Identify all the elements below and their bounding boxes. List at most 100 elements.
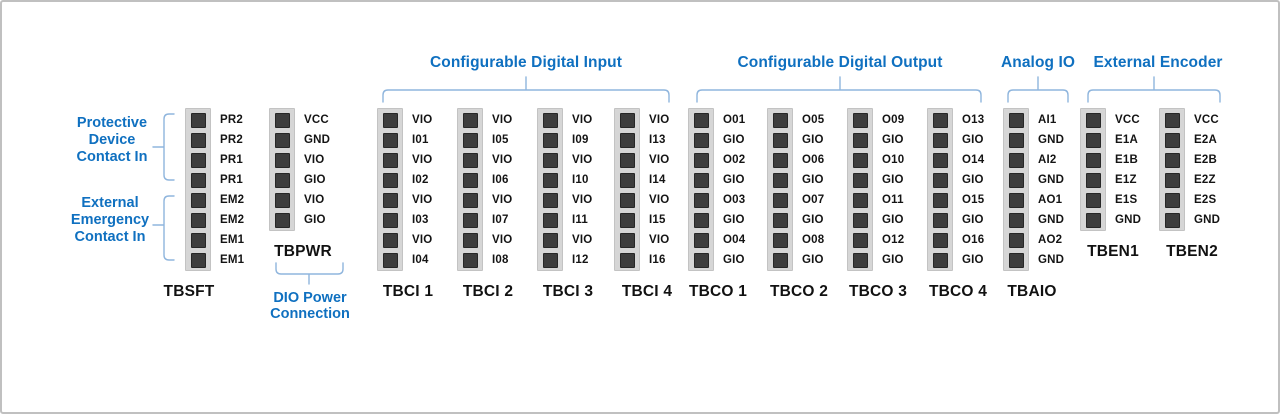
pin-contact-icon [1085, 133, 1101, 148]
pin-label: O14 [962, 154, 985, 166]
pin-label: VIO [572, 234, 593, 246]
terminal-block-name: TBPWR [274, 243, 332, 260]
pin-contact-icon [693, 173, 709, 188]
terminal-strip [537, 108, 563, 271]
group-bracket-analog-io [1007, 76, 1069, 103]
pin-label: AI1 [1038, 114, 1057, 126]
pin-contact-icon [542, 113, 558, 128]
pin-contact-icon [619, 153, 635, 168]
pin-label: VIO [649, 154, 670, 166]
pin-label: E2S [1194, 194, 1217, 206]
annotation-line: Contact In [76, 149, 148, 165]
pin-contact-icon [462, 173, 478, 188]
pin-contact-icon [542, 253, 558, 268]
pin-label: E2A [1194, 134, 1217, 146]
pin-label: GIO [882, 214, 904, 226]
pin-label: I15 [649, 214, 666, 226]
pin-contact-icon [619, 193, 635, 208]
pin-contact-icon [1008, 133, 1024, 148]
terminal-block-name: TBEN2 [1166, 243, 1218, 260]
pin-contact-icon [274, 113, 290, 128]
pin-contact-icon [693, 113, 709, 128]
pin-contact-icon [619, 213, 635, 228]
pin-label: AO2 [1038, 234, 1063, 246]
pin-contact-icon [1008, 113, 1024, 128]
pin-contact-icon [772, 213, 788, 228]
bracket-dio-power-connection [275, 262, 344, 285]
pin-label: VIO [649, 234, 670, 246]
pin-contact-icon [772, 233, 788, 248]
pin-label: GND [1038, 214, 1065, 226]
terminal-block-name: TBSFT [163, 283, 215, 300]
pin-contact-icon [932, 213, 948, 228]
pin-contact-icon [693, 153, 709, 168]
pin-label: O03 [723, 194, 746, 206]
pin-contact-icon [1164, 133, 1180, 148]
pin-contact-icon [542, 213, 558, 228]
pin-label: O07 [802, 194, 825, 206]
pin-label: E2Z [1194, 174, 1216, 186]
terminal-block-name: TBCI 3 [542, 283, 594, 300]
pin-label: VIO [649, 194, 670, 206]
pin-label: O13 [962, 114, 985, 126]
pin-label: O09 [882, 114, 905, 126]
pin-label: EM2 [220, 194, 245, 206]
pin-contact-icon [1164, 173, 1180, 188]
pin-label: VIO [412, 114, 433, 126]
pin-contact-icon [462, 233, 478, 248]
pin-label: VIO [412, 154, 433, 166]
pin-label: I06 [492, 174, 509, 186]
pin-contact-icon [542, 193, 558, 208]
annotation-line: Connection [270, 306, 350, 322]
pin-label: GND [1194, 214, 1221, 226]
pin-contact-icon [1085, 213, 1101, 228]
terminal-block-name: TBCI 2 [462, 283, 514, 300]
pin-label: O02 [723, 154, 746, 166]
pin-label: I01 [412, 134, 429, 146]
pin-label: PR2 [220, 114, 243, 126]
pin-labels: VIO I05 VIO I06 VIO I07 VIO I08 [492, 110, 512, 270]
annotation-line: Contact In [74, 229, 146, 245]
pin-labels: VCC GND VIO GIO VIO GIO [304, 110, 330, 230]
pin-label: GND [1038, 134, 1065, 146]
pin-contact-icon [693, 133, 709, 148]
pin-label: GND [1115, 214, 1142, 226]
pin-label: I04 [412, 254, 429, 266]
pin-label: GIO [962, 254, 984, 266]
pin-label: E1Z [1115, 174, 1137, 186]
pin-contact-icon [382, 233, 398, 248]
pin-contact-icon [190, 253, 206, 268]
section-header-digital-output: Configurable Digital Output [737, 54, 943, 71]
pin-contact-icon [274, 213, 290, 228]
pin-label: GND [304, 134, 331, 146]
pin-label: I12 [572, 254, 589, 266]
pin-contact-icon [542, 133, 558, 148]
pin-contact-icon [619, 113, 635, 128]
annotation-protective-device-contact-in: Protective Device Contact In [77, 115, 148, 166]
terminal-block-name: TBEN1 [1087, 243, 1139, 260]
pin-contact-icon [1085, 153, 1101, 168]
pin-contact-icon [693, 253, 709, 268]
pin-contact-icon [190, 173, 206, 188]
pin-contact-icon [274, 173, 290, 188]
pin-contact-icon [1085, 173, 1101, 188]
pin-label: I09 [572, 134, 589, 146]
pin-label: GND [1038, 254, 1065, 266]
pin-contact-icon [542, 173, 558, 188]
section-header-analog-io: Analog IO [1000, 54, 1076, 71]
brace-protective-device [152, 113, 175, 181]
pin-label: GIO [304, 174, 326, 186]
pin-contact-icon [932, 153, 948, 168]
pin-label: I14 [649, 174, 666, 186]
pin-contact-icon [462, 113, 478, 128]
pin-contact-icon [772, 133, 788, 148]
pin-contact-icon [1164, 193, 1180, 208]
pin-contact-icon [852, 213, 868, 228]
pin-label: VIO [492, 194, 513, 206]
pin-labels: O01 GIO O02 GIO O03 GIO O04 GIO [723, 110, 745, 270]
pin-label: VIO [492, 154, 513, 166]
pin-contact-icon [932, 113, 948, 128]
terminal-block-name: TBCO 1 [688, 283, 748, 300]
pin-label: VIO [412, 234, 433, 246]
